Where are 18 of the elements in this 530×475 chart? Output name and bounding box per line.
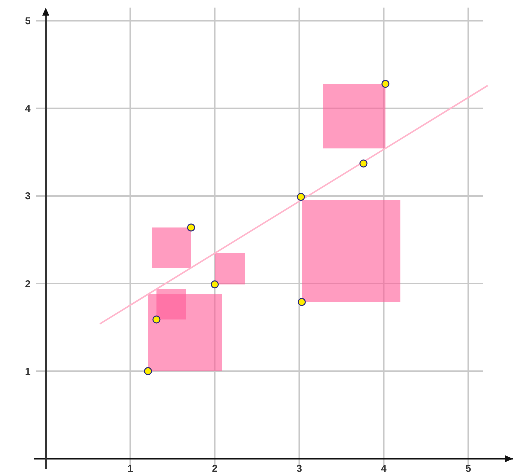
x-tick-label: 4 [381, 464, 388, 475]
point [297, 193, 306, 202]
y-tick-label: 1 [25, 366, 32, 378]
point [152, 316, 161, 324]
x-tick-label: 1 [128, 464, 134, 475]
y-tick-label: 4 [25, 104, 32, 116]
x-tick-label: 2 [212, 464, 218, 475]
point [360, 160, 368, 168]
x-tick-label: 3 [296, 464, 303, 475]
point [144, 367, 152, 376]
y-tick-label: 5 [25, 16, 32, 28]
point [298, 298, 306, 306]
y-tick-label: 2 [25, 279, 32, 290]
point [187, 224, 196, 232]
x-tick-label: 5 [466, 464, 472, 475]
point [382, 80, 390, 88]
y-tick-label: 3 [25, 192, 32, 203]
point [211, 280, 219, 289]
